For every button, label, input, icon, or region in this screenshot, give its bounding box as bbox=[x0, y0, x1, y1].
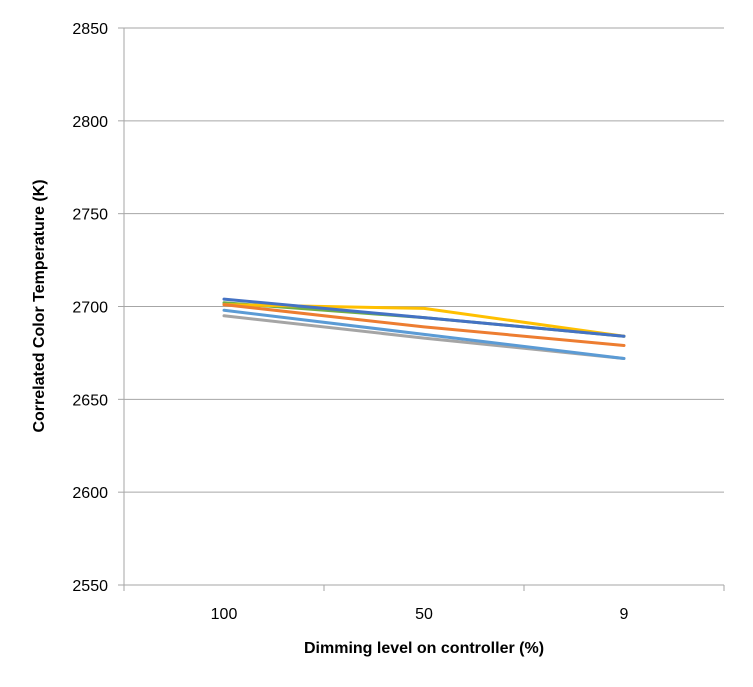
x-tick-label: 100 bbox=[211, 606, 238, 623]
y-axis-title: Correlated Color Temperature (K) bbox=[31, 179, 48, 432]
y-tick-label: 2550 bbox=[72, 578, 108, 595]
y-tick-label: 2600 bbox=[72, 485, 108, 502]
series-line bbox=[222, 303, 626, 347]
x-tick-label: 9 bbox=[620, 606, 629, 623]
series-line bbox=[222, 297, 626, 338]
y-tick-label: 2700 bbox=[72, 300, 108, 317]
y-tick-label: 2750 bbox=[72, 207, 108, 224]
series-line bbox=[222, 308, 626, 360]
y-tick-label: 2650 bbox=[72, 392, 108, 409]
gridlines bbox=[124, 27, 724, 493]
series-lines bbox=[222, 297, 626, 360]
axes bbox=[118, 27, 725, 591]
x-tick-label: 50 bbox=[415, 606, 433, 623]
y-tick-label: 2800 bbox=[72, 114, 108, 131]
y-tick-label: 2850 bbox=[72, 21, 108, 38]
tick-labels: 2550 2600 2650 2700 2750 2800 2850 100 50 9 bbox=[72, 21, 628, 623]
x-axis-title: Dimming level on controller (%) bbox=[304, 640, 544, 657]
